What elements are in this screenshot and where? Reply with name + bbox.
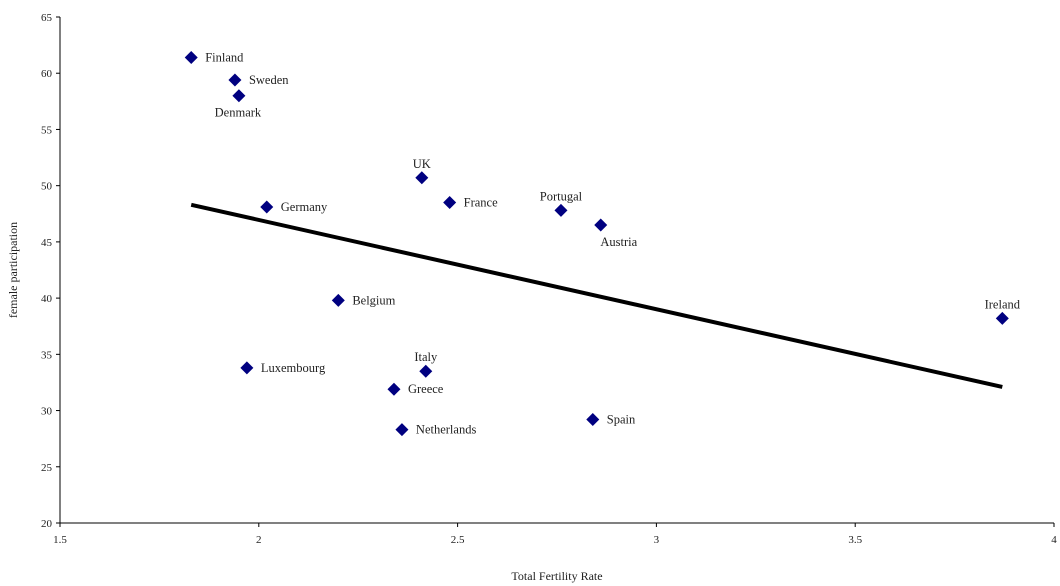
y-tick-label: 50 [41, 181, 53, 193]
y-tick-label: 40 [41, 293, 53, 305]
point-label-greece: Greece [408, 382, 444, 396]
y-tick-label: 55 [41, 124, 53, 136]
data-point-uk [415, 171, 429, 185]
data-points [184, 50, 1009, 437]
point-label-ireland: Ireland [985, 297, 1021, 311]
trendline [190, 202, 1003, 389]
data-point-luxembourg [240, 361, 254, 375]
x-tick-label: 4 [1051, 534, 1057, 546]
y-tick-label: 25 [41, 462, 53, 474]
data-point-portugal [554, 203, 568, 217]
data-point-italy [419, 364, 433, 378]
point-label-sweden: Sweden [249, 73, 289, 87]
data-point-ireland [995, 311, 1009, 325]
y-axis-title: female participation [6, 222, 20, 318]
data-point-sweden [228, 73, 242, 87]
data-point-france [443, 196, 457, 210]
point-label-luxembourg: Luxembourg [261, 361, 326, 375]
y-tick-label: 60 [41, 68, 53, 80]
data-point-greece [387, 382, 401, 396]
data-point-germany [260, 200, 274, 214]
point-label-germany: Germany [281, 200, 328, 214]
tick-labels: 20 25 30 35 40 45 50 55 60 65 1.5 2 2.5 3 3.5 4 [41, 12, 1057, 546]
point-label-uk: UK [413, 157, 431, 171]
y-tick-label: 45 [41, 237, 53, 249]
x-tick-label: 3.5 [848, 534, 862, 546]
axes [56, 16, 1055, 527]
y-tick-label: 65 [41, 12, 53, 24]
point-label-spain: Spain [607, 413, 636, 427]
x-tick-label: 1.5 [53, 534, 67, 546]
x-axis-title: Total Fertility Rate [511, 569, 602, 583]
y-tick-label: 30 [41, 406, 53, 418]
point-label-austria: Austria [600, 235, 637, 249]
data-point-spain [586, 413, 600, 427]
y-tick-label: 20 [41, 518, 53, 530]
x-tick-label: 2 [256, 534, 262, 546]
data-point-belgium [331, 293, 345, 307]
point-label-belgium: Belgium [352, 293, 395, 307]
point-label-france: France [464, 196, 498, 210]
point-label-portugal: Portugal [540, 189, 583, 203]
x-tick-label: 2.5 [451, 534, 465, 546]
data-point-netherlands [395, 423, 409, 437]
point-label-denmark: Denmark [215, 106, 262, 120]
point-label-finland: Finland [205, 50, 244, 64]
x-tick-label: 3 [654, 534, 660, 546]
point-label-netherlands: Netherlands [416, 423, 477, 437]
point-labels: Finland Sweden Denmark UK Germany France Portu… [205, 50, 1021, 436]
data-point-austria [594, 218, 608, 232]
point-label-italy: Italy [414, 350, 438, 364]
data-point-finland [184, 50, 198, 64]
y-tick-label: 35 [41, 349, 53, 361]
data-point-denmark [232, 89, 246, 103]
